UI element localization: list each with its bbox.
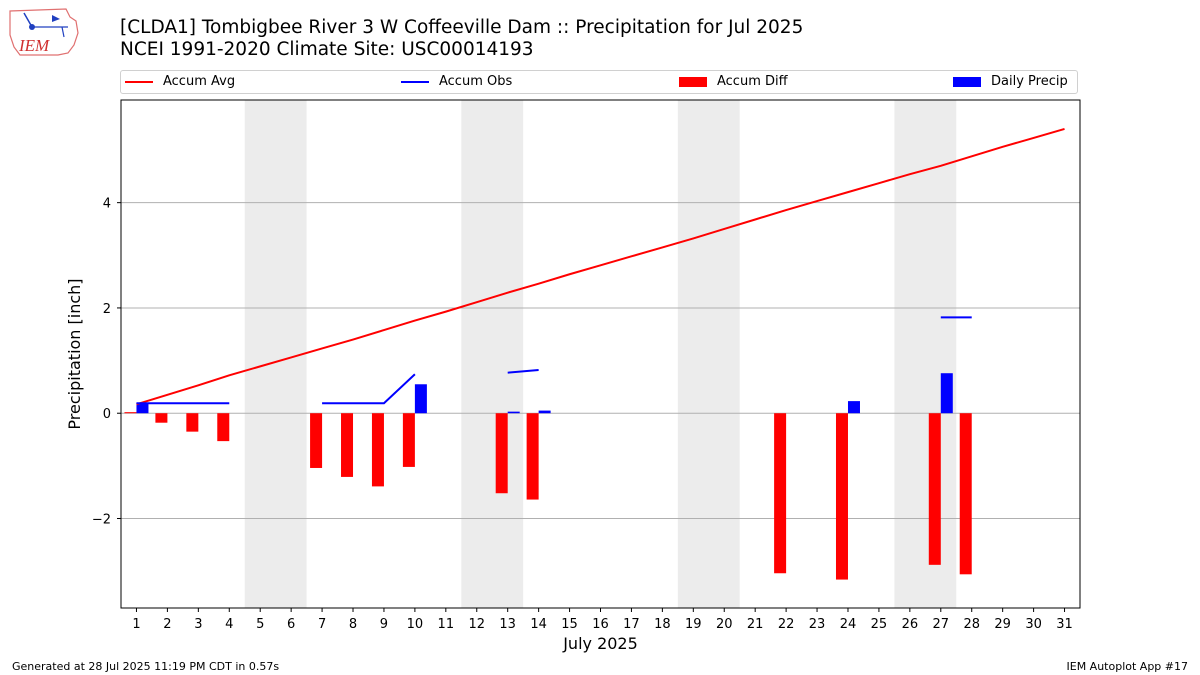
daily-precip-bar [940, 373, 953, 414]
x-tick-label: 23 [809, 617, 826, 632]
y-tick-label: 0 [103, 407, 111, 422]
x-tick-label: 17 [623, 617, 640, 632]
x-tick-label: 14 [530, 617, 547, 632]
weekend-shade-1 [461, 100, 524, 608]
y-axis-label: Precipitation [inch] [65, 278, 84, 429]
legend-swatch-daily-precip [953, 76, 981, 87]
x-tick-label: 27 [933, 617, 950, 632]
legend-label-daily-precip: Daily Precip [991, 74, 1068, 89]
daily-precip-bar [507, 411, 520, 414]
x-tick-label: 4 [225, 617, 233, 632]
x-tick-label: 25 [871, 617, 888, 632]
accum-diff-bar [402, 413, 415, 467]
accum-diff-bar [526, 413, 539, 500]
legend-swatch-accum-avg [125, 80, 153, 83]
x-tick-label: 19 [685, 617, 702, 632]
app-footer: IEM Autoplot App #17 [1066, 660, 1189, 673]
weekend-shade-0 [244, 100, 307, 608]
x-tick-label: 20 [716, 617, 733, 632]
x-tick-label: 15 [561, 617, 578, 632]
legend-swatch-accum-obs [401, 80, 429, 83]
daily-precip-bar [847, 401, 860, 414]
y-tick-label: 2 [103, 302, 111, 317]
x-tick-label: 3 [194, 617, 202, 632]
legend-item-accum-diff: Accum Diff [679, 74, 788, 89]
accum-diff-bar [371, 413, 384, 487]
x-tick-label: 13 [499, 617, 516, 632]
x-tick-label: 31 [1056, 617, 1073, 632]
x-tick-label: 26 [902, 617, 919, 632]
accum-diff-bar [186, 413, 199, 432]
x-tick-label: 12 [468, 617, 485, 632]
logo-text: IEM [18, 36, 50, 55]
x-tick-label: 11 [438, 617, 455, 632]
x-tick-label: 21 [747, 617, 764, 632]
accum-diff-bar [217, 413, 230, 442]
legend-item-daily-precip: Daily Precip [953, 74, 1068, 89]
accum-diff-bar [124, 412, 137, 414]
legend-swatch-accum-diff [679, 76, 707, 87]
legend-label-accum-diff: Accum Diff [717, 74, 788, 89]
legend-label-accum-avg: Accum Avg [163, 74, 236, 89]
x-tick-label: 18 [654, 617, 671, 632]
generated-footer: Generated at 28 Jul 2025 11:19 PM CDT in… [12, 660, 280, 673]
x-tick-label: 5 [256, 617, 264, 632]
accum-diff-bar [341, 413, 354, 477]
accum-diff-bar [495, 413, 508, 494]
accum-diff-bar [774, 413, 787, 574]
x-tick-label: 16 [592, 617, 609, 632]
accum-diff-bar [959, 413, 972, 575]
daily-precip-bar [538, 410, 551, 414]
legend: Accum Avg Accum Obs Accum Diff Daily Pre… [120, 70, 1078, 94]
chart-subtitle: NCEI 1991-2020 Climate Site: USC00014193 [120, 39, 534, 60]
legend-item-accum-avg: Accum Avg [125, 74, 235, 89]
x-tick-label: 22 [778, 617, 795, 632]
legend-item-accum-obs: Accum Obs [401, 74, 512, 89]
x-tick-label: 8 [349, 617, 357, 632]
accum-diff-bar [155, 413, 168, 423]
y-tick-label: −2 [92, 513, 111, 528]
x-tick-label: 9 [380, 617, 388, 632]
accum-avg-line [136, 127, 1065, 406]
x-axis-label: July 2025 [562, 634, 638, 653]
weekend-shade-2 [677, 100, 740, 608]
iem-logo-icon: IEM [9, 8, 79, 56]
chart-title: [CLDA1] Tombigbee River 3 W Coffeeville … [120, 17, 804, 38]
x-tick-label: 6 [287, 617, 295, 632]
accum-diff-bar [835, 413, 848, 580]
x-tick-label: 2 [163, 617, 171, 632]
daily-precip-bar [136, 403, 149, 414]
weekend-shade-3 [894, 100, 957, 608]
x-tick-label: 7 [318, 617, 326, 632]
x-tick-label: 24 [840, 617, 857, 632]
x-tick-label: 1 [132, 617, 140, 632]
accum-obs-line [322, 373, 416, 405]
x-tick-label: 28 [963, 617, 980, 632]
x-tick-label: 10 [407, 617, 424, 632]
accum-diff-bar [310, 413, 323, 468]
accum-obs-line [507, 369, 539, 374]
accum-diff-bar [928, 413, 941, 565]
daily-precip-bar [414, 384, 427, 414]
y-tick-label: 4 [103, 197, 111, 212]
x-tick-label: 29 [994, 617, 1011, 632]
x-tick-label: 30 [1025, 617, 1042, 632]
legend-label-accum-obs: Accum Obs [439, 74, 513, 89]
